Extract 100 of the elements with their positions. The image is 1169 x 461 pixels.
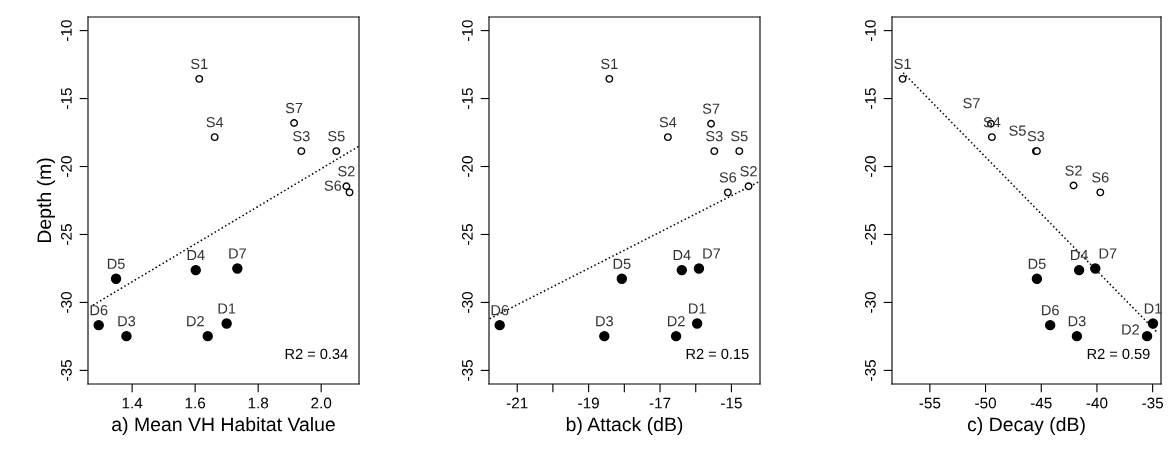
x-axis-title: b) Attack (dB) (566, 416, 683, 436)
x-tick-label: -17 (649, 397, 671, 409)
annotation: D1 (689, 303, 706, 314)
annotation: D2 (667, 316, 685, 327)
point (1069, 181, 1078, 190)
annotation: S2 (338, 166, 355, 177)
annotation: S7 (285, 102, 303, 114)
annotation: D7 (229, 248, 246, 259)
point (691, 318, 703, 329)
y-tick-label: -25 (60, 224, 72, 245)
point (1096, 188, 1105, 197)
x-tick-label: -45 (1030, 397, 1052, 409)
annotation: S7 (963, 97, 980, 109)
x-tick-label: -35 (1142, 397, 1164, 409)
annotation: S4 (206, 117, 224, 128)
y-tick-label: -15 (61, 88, 72, 109)
x-tick-label: 1.4 (122, 397, 143, 409)
point (1090, 263, 1101, 274)
point (1073, 264, 1085, 276)
y-tick-label: -35 (60, 360, 72, 381)
y-tick-label: -15 (462, 88, 473, 109)
point (710, 147, 719, 156)
annotation: D7 (703, 248, 721, 259)
point (1044, 319, 1056, 331)
x-tick-label: -55 (919, 397, 941, 409)
annotation: S1 (190, 58, 208, 70)
annotation: S4 (659, 117, 677, 128)
annotation: S5 (731, 131, 748, 142)
annotation: D2 (1122, 324, 1139, 335)
annotation: D3 (596, 316, 614, 327)
annotation: D3 (1068, 316, 1086, 327)
annotation: D4 (187, 250, 205, 261)
point (693, 263, 705, 274)
point (190, 264, 201, 276)
point (735, 147, 744, 156)
point (1147, 318, 1159, 329)
x-tick-label: -40 (1086, 397, 1108, 409)
point (121, 330, 132, 342)
annotation: S3 (706, 131, 723, 142)
y-tick-label: -25 (864, 224, 876, 245)
annotation: D5 (107, 258, 125, 269)
x-tick-label: -21 (506, 397, 528, 409)
point (1141, 330, 1153, 342)
annotation: S5 (1009, 125, 1026, 136)
annotation: S3 (293, 131, 310, 142)
annotation: D7 (1099, 248, 1117, 259)
point (1071, 330, 1083, 342)
annotation: S3 (1027, 131, 1045, 142)
point (898, 74, 907, 83)
annotation: D6 (1042, 304, 1059, 316)
annotation: D5 (613, 258, 631, 269)
y-axis-title: Depth (m) (36, 158, 56, 243)
point (744, 182, 753, 191)
annotation: S1 (894, 58, 911, 70)
point (345, 188, 354, 197)
annotation: S6 (324, 180, 342, 191)
annotation: S5 (328, 131, 345, 142)
point (616, 273, 628, 284)
annotation: D6 (90, 304, 108, 316)
y-tick-label: -20 (461, 156, 473, 177)
point (342, 182, 351, 191)
point (232, 263, 243, 274)
point (676, 264, 688, 276)
y-tick-label: -10 (461, 20, 473, 41)
annotation: R2 = 0.15 (686, 348, 749, 360)
point (110, 273, 122, 284)
annotation: S6 (1092, 172, 1109, 183)
x-axis-title: a) Mean VH Habitat Value (112, 416, 335, 436)
point (332, 147, 341, 156)
point (494, 319, 505, 331)
point (210, 133, 219, 142)
point (707, 119, 716, 128)
x-tick-label: -19 (578, 397, 599, 409)
y-tick-label: -10 (60, 20, 72, 41)
y-tick-label: -30 (864, 292, 876, 313)
x-tick-label: -50 (975, 397, 997, 409)
annotation: S2 (740, 166, 757, 177)
y-tick-label: -35 (864, 360, 876, 381)
annotation: R2 = 0.34 (285, 348, 348, 360)
x-tick-label: 1.6 (185, 397, 206, 409)
annotation: D4 (1071, 250, 1089, 261)
annotation: D4 (673, 250, 691, 261)
y-tick-label: -30 (461, 292, 473, 313)
annotation: S2 (1065, 165, 1082, 176)
annotation: D5 (1028, 258, 1046, 269)
y-tick-label: -15 (865, 88, 876, 109)
annotation: D1 (218, 303, 236, 314)
y-tick-label: -30 (60, 292, 72, 313)
annotation: D2 (187, 316, 204, 327)
x-tick-label: 1.8 (248, 397, 269, 409)
point (663, 133, 672, 142)
point (290, 119, 299, 127)
y-tick-label: -20 (60, 156, 72, 177)
point (195, 74, 204, 83)
annotation: S1 (601, 58, 618, 70)
point (987, 133, 996, 142)
point (221, 318, 232, 329)
point (605, 74, 614, 83)
y-tick-label: -20 (864, 156, 876, 177)
point (202, 330, 213, 342)
